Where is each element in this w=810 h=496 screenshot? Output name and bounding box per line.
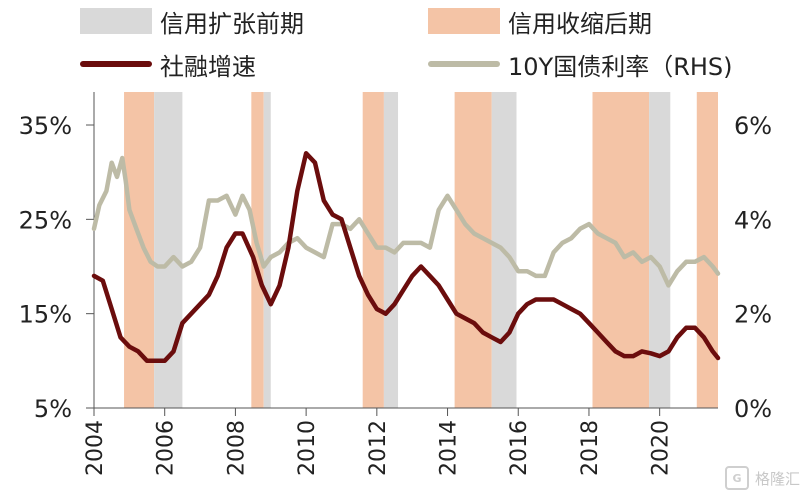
shaded-periods — [124, 92, 718, 408]
watermark: G 格隆汇 — [724, 466, 800, 490]
y-right-tick-label: 4% — [734, 206, 772, 234]
series-line-social-financing — [91, 151, 721, 364]
x-tick-label: 2014 — [437, 420, 462, 476]
x-tick-label: 2012 — [366, 420, 391, 476]
x-tick-label: 2008 — [224, 420, 249, 476]
x-tick-label: 2020 — [649, 420, 674, 476]
legend-swatch-expansion — [80, 8, 152, 34]
legend-item-bond-yield: 10Y国债利率（RHS) — [428, 49, 733, 81]
tick-labels: 5% 15% 25% 35% 0% 2% 4% 6% 2004 2006 2008 2010 2012 2… — [19, 112, 772, 476]
y-right-tick-label: 6% — [734, 112, 772, 140]
series-line-bond-yield — [91, 155, 721, 288]
shaded-period-contraction-6 — [454, 92, 492, 408]
watermark-logo-icon: G — [724, 466, 749, 490]
series-lines — [91, 151, 721, 364]
legend-swatch-bond-yield — [428, 61, 500, 67]
x-tick-label: 2018 — [578, 420, 603, 476]
axes — [86, 92, 718, 416]
y-left-tick-label: 25% — [19, 206, 72, 234]
legend-label-bond-yield: 10Y国债利率（RHS) — [508, 52, 733, 81]
shaded-period-contraction-10 — [696, 92, 718, 408]
y-left-tick-label: 35% — [19, 112, 72, 140]
legend-label-social-financing: 社融增速 — [160, 52, 256, 81]
legend-label-contraction: 信用收缩后期 — [508, 9, 652, 38]
x-tick-label: 2006 — [154, 420, 179, 476]
legend-item-contraction: 信用收缩后期 — [428, 6, 652, 38]
x-tick-label: 2016 — [507, 420, 532, 476]
legend-swatch-social-financing — [80, 61, 152, 67]
legend-swatch-contraction — [428, 8, 500, 34]
watermark-text: 格隆汇 — [754, 469, 800, 488]
y-left-tick-label: 5% — [34, 395, 72, 423]
y-right-tick-label: 0% — [734, 395, 772, 423]
legend-item-social-financing: 社融增速 — [80, 49, 256, 81]
x-tick-label: 2010 — [295, 420, 320, 476]
shaded-period-expansion-9 — [649, 92, 671, 408]
shaded-period-contraction-4 — [362, 92, 384, 408]
legend-item-expansion: 信用扩张前期 — [80, 6, 304, 38]
y-right-tick-label: 2% — [734, 301, 772, 329]
legend: 信用扩张前期 信用收缩后期 社融增速 10Y国债利率（RHS) — [0, 0, 810, 90]
legend-label-expansion: 信用扩张前期 — [160, 9, 304, 38]
x-tick-label: 2004 — [83, 420, 108, 476]
y-left-tick-label: 15% — [19, 301, 72, 329]
shaded-period-expansion-3 — [263, 92, 271, 408]
